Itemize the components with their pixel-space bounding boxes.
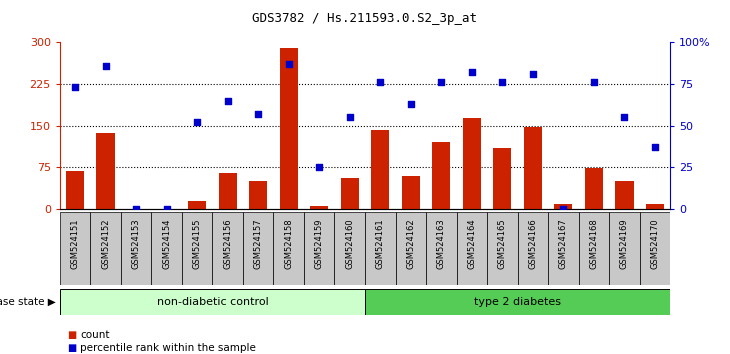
Bar [371, 130, 389, 209]
Bar [518, 212, 548, 285]
Bar [463, 119, 481, 209]
Bar [523, 127, 542, 209]
Text: GSM524166: GSM524166 [529, 218, 537, 269]
Bar [487, 212, 518, 285]
Bar [274, 212, 304, 285]
Text: GSM524165: GSM524165 [498, 218, 507, 269]
Point [69, 85, 81, 90]
Text: ■: ■ [67, 330, 77, 339]
Bar [365, 212, 396, 285]
Bar [60, 289, 365, 315]
Point [649, 144, 661, 150]
Point [405, 101, 417, 107]
Text: GSM524155: GSM524155 [193, 218, 201, 269]
Text: GSM524167: GSM524167 [559, 218, 568, 269]
Bar [304, 212, 334, 285]
Bar [66, 171, 84, 209]
Bar [585, 169, 603, 209]
Text: GSM524160: GSM524160 [345, 218, 354, 269]
Bar [493, 148, 512, 209]
Text: GSM524168: GSM524168 [589, 218, 599, 269]
Bar [91, 212, 121, 285]
Bar [212, 212, 243, 285]
Bar [365, 289, 670, 315]
Text: non-diabetic control: non-diabetic control [156, 297, 269, 307]
Point [435, 80, 447, 85]
Text: ■: ■ [67, 343, 77, 353]
Bar [218, 173, 237, 209]
Point [558, 206, 569, 212]
Point [222, 98, 234, 104]
Point [191, 120, 203, 125]
Text: count: count [80, 330, 110, 339]
Bar [426, 212, 456, 285]
Bar [310, 206, 328, 209]
Bar [646, 204, 664, 209]
Point [374, 80, 386, 85]
Bar [249, 181, 267, 209]
Point [253, 111, 264, 117]
Text: GSM524162: GSM524162 [407, 218, 415, 269]
Text: GSM524152: GSM524152 [101, 218, 110, 269]
Bar [188, 200, 207, 209]
Text: GSM524159: GSM524159 [315, 218, 323, 269]
Bar [280, 48, 298, 209]
Point [313, 164, 325, 170]
Text: disease state ▶: disease state ▶ [0, 297, 56, 307]
Point [344, 115, 356, 120]
Bar [151, 212, 182, 285]
Text: GSM524156: GSM524156 [223, 218, 232, 269]
Bar [334, 212, 365, 285]
Text: GSM524164: GSM524164 [467, 218, 476, 269]
Text: GSM524163: GSM524163 [437, 218, 446, 269]
Bar [548, 212, 579, 285]
Text: type 2 diabetes: type 2 diabetes [474, 297, 561, 307]
Bar [121, 212, 151, 285]
Point [161, 206, 172, 212]
Text: GDS3782 / Hs.211593.0.S2_3p_at: GDS3782 / Hs.211593.0.S2_3p_at [253, 12, 477, 25]
Point [588, 80, 599, 85]
Bar [456, 212, 487, 285]
Bar [432, 142, 450, 209]
Bar [341, 178, 359, 209]
Bar [243, 212, 274, 285]
Bar [579, 212, 609, 285]
Bar [639, 212, 670, 285]
Bar [402, 176, 420, 209]
Text: GSM524161: GSM524161 [376, 218, 385, 269]
Point [496, 80, 508, 85]
Point [131, 206, 142, 212]
Text: GSM524158: GSM524158 [284, 218, 293, 269]
Bar [615, 181, 634, 209]
Point [618, 115, 630, 120]
Text: GSM524157: GSM524157 [254, 218, 263, 269]
Point [466, 70, 477, 75]
Text: GSM524154: GSM524154 [162, 218, 171, 269]
Bar [60, 212, 91, 285]
Text: GSM524170: GSM524170 [650, 218, 659, 269]
Bar [396, 212, 426, 285]
Point [100, 63, 112, 69]
Bar [554, 204, 572, 209]
Text: GSM524153: GSM524153 [131, 218, 141, 269]
Text: percentile rank within the sample: percentile rank within the sample [80, 343, 256, 353]
Bar [182, 212, 212, 285]
Point [283, 61, 294, 67]
Text: GSM524151: GSM524151 [71, 218, 80, 269]
Bar [96, 133, 115, 209]
Point [527, 71, 539, 77]
Bar [609, 212, 639, 285]
Text: GSM524169: GSM524169 [620, 218, 629, 269]
